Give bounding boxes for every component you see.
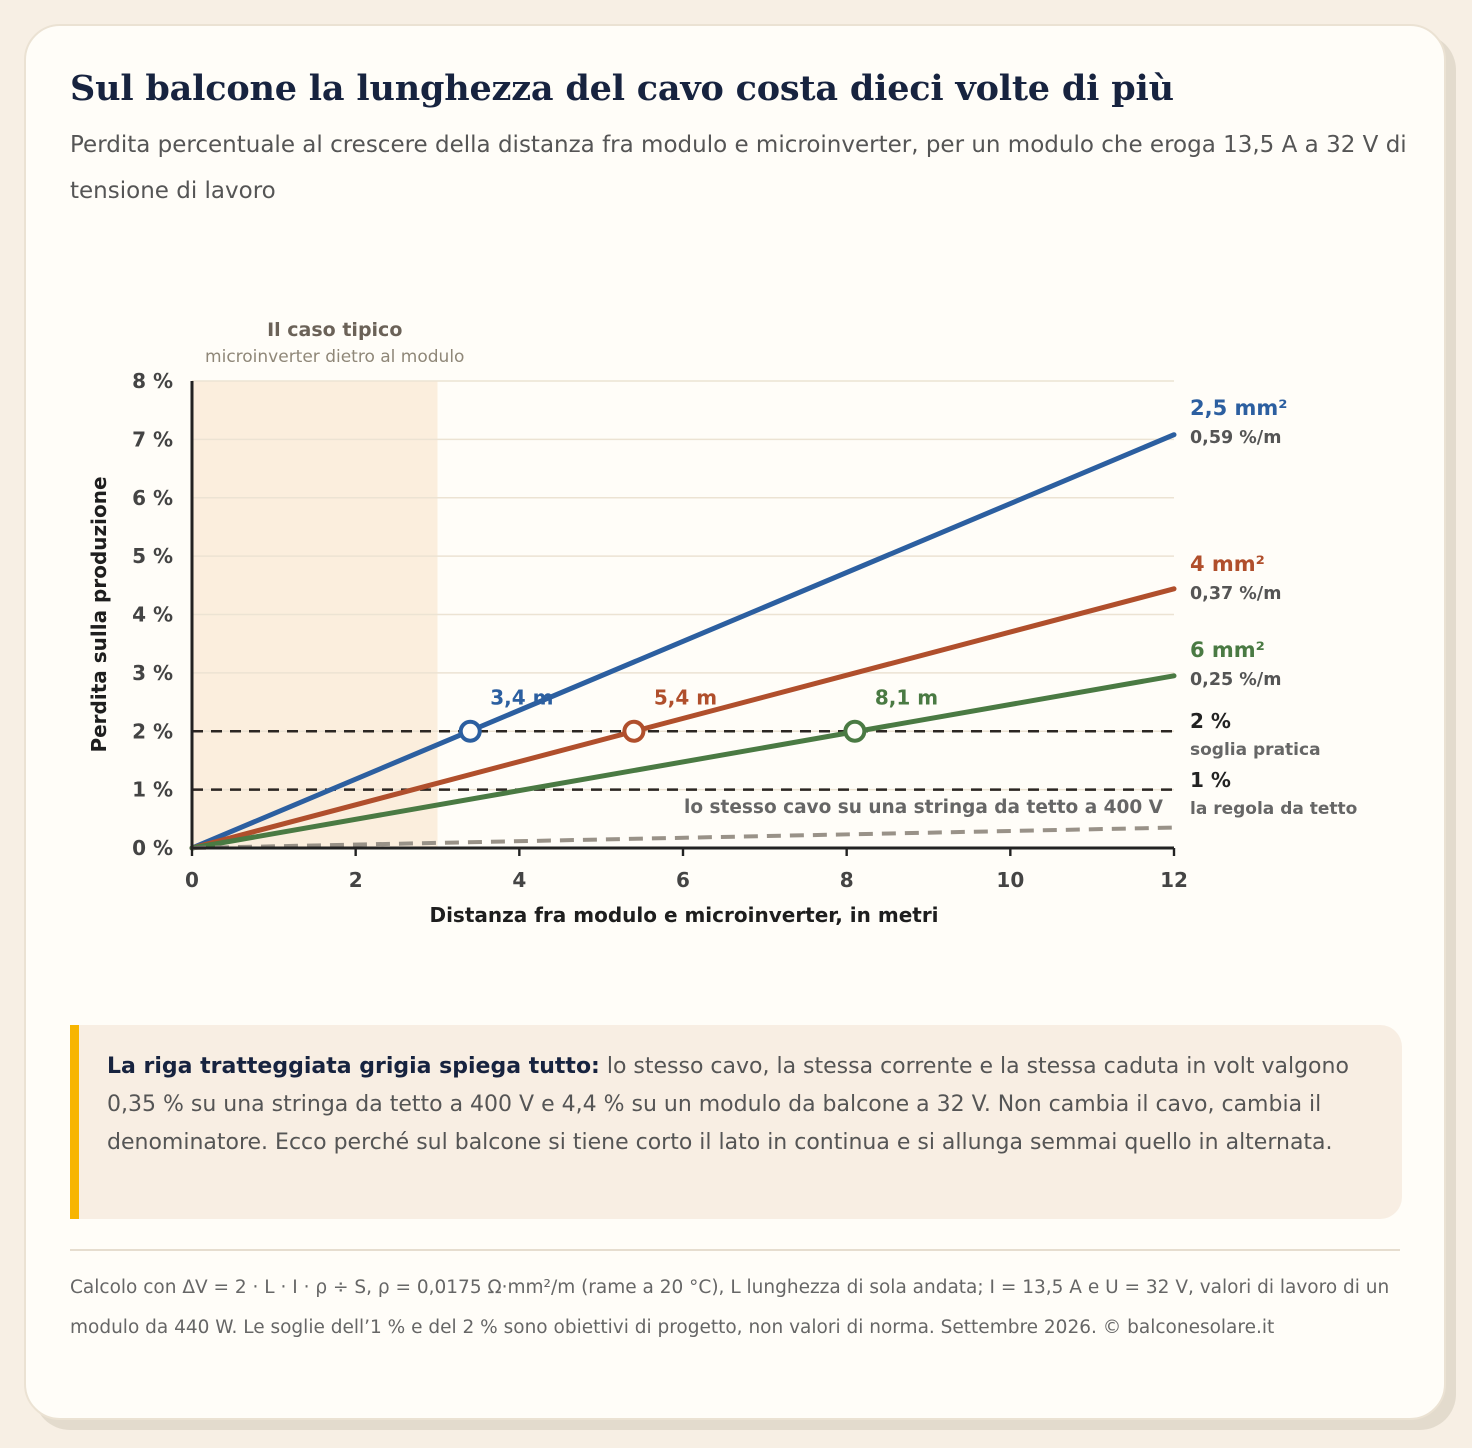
y-tick-label: 8 %	[132, 369, 173, 393]
series-rate-label: 0,59 %/m	[1190, 428, 1281, 448]
crossing-label: 3,4 m	[490, 685, 553, 709]
crossing-marker	[458, 719, 482, 743]
crossing-label: 5,4 m	[654, 685, 717, 709]
x-tick-label: 8	[840, 868, 854, 892]
x-tick-label: 12	[1160, 868, 1188, 892]
y-tick-label: 6 %	[132, 486, 173, 510]
crossing-marker	[622, 719, 646, 743]
roof-series-label: lo stesso cavo su una stringa da tetto a…	[684, 797, 1164, 818]
y-tick-label: 0 %	[132, 836, 173, 860]
x-tick-label: 2	[349, 868, 363, 892]
x-tick-label: 0	[185, 868, 199, 892]
callout-text: lo stesso cavo, la stessa corrente e la …	[107, 1054, 1349, 1155]
y-tick-label: 2 %	[132, 719, 173, 743]
crossing-marker	[843, 719, 867, 743]
threshold-sublabel: soglia pratica	[1190, 740, 1321, 760]
y-tick-label: 7 %	[132, 427, 173, 451]
footer-divider	[70, 1249, 1400, 1251]
series-line-roof-400v	[191, 825, 1175, 850]
series-rate-label: 0,37 %/m	[1190, 584, 1281, 604]
footer-note: Calcolo con ΔV = 2 · L · I · ρ ÷ S, ρ = …	[70, 1277, 1390, 1338]
chart-title: Sul balcone la lunghezza del cavo costa …	[70, 68, 1174, 109]
chart: Il caso tipico microinverter dietro al mo…	[87, 319, 1357, 927]
series-line-1	[189, 586, 1177, 851]
highlight-region-title: Il caso tipico	[267, 319, 402, 341]
y-tick-label: 1 %	[132, 778, 173, 802]
highlight-region-subtitle: microinverter dietro al modulo	[205, 347, 464, 367]
series-label: 2,5 mm²	[1190, 396, 1287, 420]
series-line-0	[189, 432, 1177, 851]
x-tick-label: 6	[676, 868, 690, 892]
x-axis-label: Distanza fra modulo e microinverter, in …	[429, 903, 938, 927]
series-line-2	[189, 673, 1177, 851]
y-tick-label: 4 %	[132, 603, 173, 627]
threshold-label: 2 %	[1190, 709, 1231, 733]
x-tick-label: 4	[512, 868, 526, 892]
crossing-label: 8,1 m	[875, 685, 938, 709]
y-tick-label: 5 %	[132, 544, 173, 568]
chart-subtitle: Perdita percentuale al crescere della di…	[70, 132, 1407, 204]
callout-lead: La riga tratteggiata grigia spiega tutto…	[107, 1054, 600, 1079]
threshold-sublabel: la regola da tetto	[1190, 799, 1357, 819]
y-axis-label: Perdita sulla produzione	[87, 476, 111, 752]
y-tick-label: 3 %	[132, 661, 173, 685]
threshold-label: 1 %	[1190, 768, 1231, 792]
series-rate-label: 0,25 %/m	[1190, 670, 1281, 690]
series-label: 4 mm²	[1190, 552, 1265, 576]
callout-box: La riga tratteggiata grigia spiega tutto…	[70, 1025, 1402, 1219]
series-label: 6 mm²	[1190, 638, 1265, 662]
x-tick-label: 10	[996, 868, 1024, 892]
